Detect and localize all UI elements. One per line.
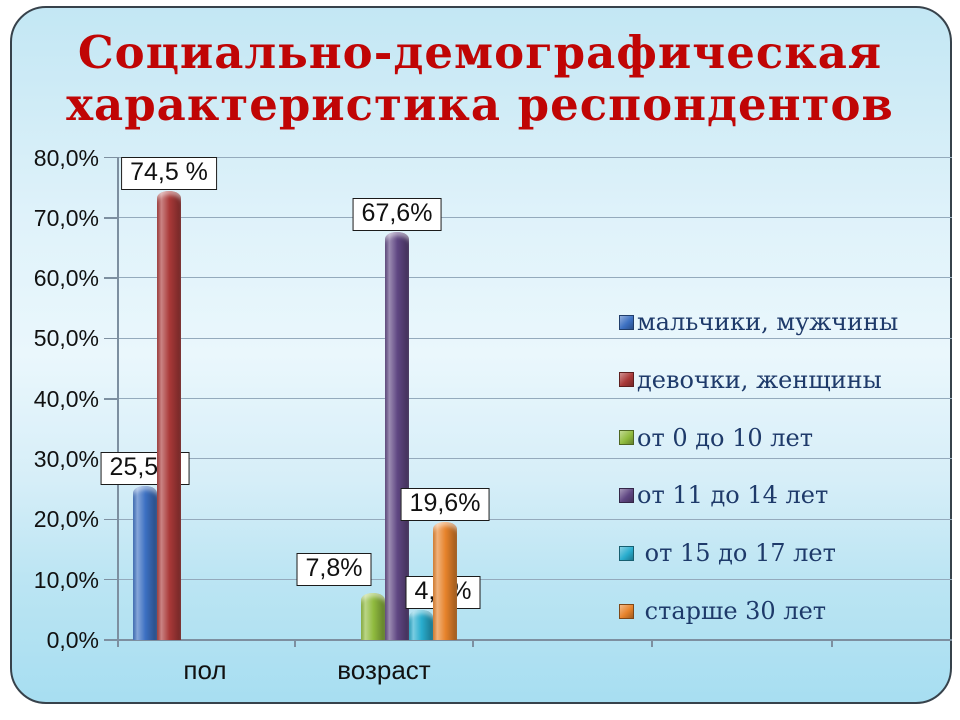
legend-swatch-icon [619,545,634,561]
y-axis-tick-label: 20,0% [33,506,99,533]
legend-swatch-icon [619,372,634,388]
y-axis-tick [104,337,118,340]
y-axis-tick-label: 10,0% [33,566,99,593]
x-axis-tick [294,640,296,647]
y-axis-tick [104,578,118,581]
legend-swatch-icon [619,430,634,446]
y-axis-tick [104,217,118,219]
x-axis-tick [651,640,653,647]
chart-gridline [118,458,952,460]
data-label: 74,5 % [121,156,217,190]
legend-swatch-icon [619,603,634,619]
x-axis-tick [472,640,474,647]
y-axis-tick-label: 0,0% [46,627,99,653]
chart-gridline [118,277,952,279]
y-axis-tick-label: 30,0% [33,446,99,473]
legend-label: от 11 до 14 лет [637,481,829,510]
bar-девочки-женщины [157,190,181,640]
legend-label: старше 30 лет [637,597,827,625]
bar-старше-30-лет [433,521,457,640]
y-axis-tick-label: 40,0% [33,385,99,412]
category-label: пол [183,655,227,685]
legend-item: старше 30 лет [619,595,826,627]
chart-gridline [118,518,952,520]
y-axis-tick-label: 50,0% [33,325,99,352]
chart-gridline [118,337,952,339]
y-axis-tick [104,398,118,400]
legend-label: от 15 до 17 лет [637,539,836,568]
slide-title-line-2: характеристика респондентов [66,78,894,131]
category-label: возраст [337,655,431,685]
slide-title-line-1: Социально-демографическая [77,26,883,79]
legend-item: от 0 до 10 лет [619,422,813,454]
legend-item: от 15 до 17 лет [619,537,836,569]
legend-swatch-icon [619,487,634,503]
legend-swatch-icon [619,314,634,330]
legend-item: мальчики, мужчины [619,306,898,338]
chart-gridline [118,398,952,399]
bar-мальчики-мужчины [133,486,157,640]
legend-label: девочки, женщины [637,365,882,394]
chart-gridline [118,217,952,219]
x-axis-line [118,639,952,641]
data-label: 19,6% [400,487,490,521]
legend-label: мальчики, мужчины [637,308,899,336]
y-axis-tick-label: 60,0% [33,265,99,292]
legend-item: от 11 до 14 лет [619,479,828,511]
data-label: 67,6% [352,198,442,232]
y-axis-tick [104,518,118,521]
y-axis-line [117,156,119,647]
x-axis-tick [831,640,833,647]
bar-от-11-до-14-лет [385,232,409,640]
data-label: 7,8% [296,552,372,586]
y-axis-tick-label: 70,0% [33,204,99,231]
y-axis-tick [104,156,118,159]
bar-от-0-до-10-лет [361,592,385,640]
y-axis-tick [104,277,118,279]
y-axis-tick-label: 80,0% [33,144,99,171]
chart-gridline [118,156,952,158]
legend-item: девочки, женщины [619,364,882,396]
legend-label: от 0 до 10 лет [637,423,814,452]
bar-от-15-до-17-лет [409,610,433,640]
y-axis-tick [104,639,118,641]
chart-gridline [118,578,952,580]
